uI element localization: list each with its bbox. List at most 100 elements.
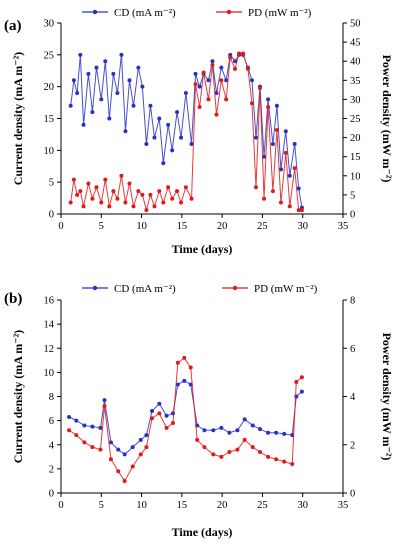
data-point bbox=[67, 428, 72, 433]
y-right-tick-label: 25 bbox=[350, 114, 361, 125]
data-point bbox=[115, 196, 120, 201]
data-point bbox=[274, 103, 279, 108]
data-point bbox=[287, 204, 292, 209]
data-point bbox=[242, 417, 247, 422]
data-point bbox=[219, 65, 224, 70]
data-point bbox=[170, 421, 175, 426]
data-point bbox=[179, 135, 184, 140]
y-axis-right-title: Power density (mW m⁻²) bbox=[380, 55, 394, 183]
x-tick-label: 5 bbox=[99, 221, 104, 232]
data-point bbox=[296, 208, 301, 213]
data-point bbox=[287, 173, 292, 178]
y-axis-right-title: Power density (mW m⁻²) bbox=[380, 333, 394, 461]
data-point bbox=[67, 415, 72, 420]
data-point bbox=[253, 135, 258, 140]
data-point bbox=[90, 196, 95, 201]
data-point bbox=[127, 181, 132, 186]
data-point bbox=[182, 378, 187, 383]
data-point bbox=[148, 103, 153, 108]
legend-item-pd: PD (mW m⁻²) bbox=[222, 283, 318, 295]
data-point bbox=[123, 129, 128, 134]
data-point bbox=[299, 208, 304, 213]
x-axis-title: Time (days) bbox=[172, 242, 233, 256]
y-right-tick-label: 10 bbox=[350, 171, 361, 182]
data-point bbox=[157, 116, 162, 121]
data-point bbox=[250, 445, 255, 450]
data-point bbox=[166, 122, 171, 127]
y-axis-left-title: Current density (mA m⁻²) bbox=[11, 52, 25, 185]
y-left-tick-label: 6 bbox=[49, 416, 54, 427]
panel-label: (a) bbox=[4, 18, 22, 34]
series-line bbox=[68, 357, 303, 482]
data-point bbox=[290, 462, 295, 467]
legend-swatch-marker bbox=[226, 9, 232, 15]
data-point bbox=[78, 52, 83, 57]
data-point bbox=[175, 382, 180, 387]
x-tick-label: 35 bbox=[338, 221, 349, 232]
y-left-tick-label: 30 bbox=[44, 19, 55, 30]
data-point bbox=[245, 66, 250, 71]
data-point bbox=[116, 447, 121, 452]
data-point bbox=[253, 185, 258, 190]
data-point bbox=[270, 141, 275, 146]
data-point bbox=[235, 428, 240, 433]
data-point bbox=[103, 59, 108, 64]
data-point bbox=[122, 452, 127, 457]
y-right-tick-label: 35 bbox=[350, 76, 361, 87]
data-point bbox=[164, 425, 169, 430]
data-point bbox=[107, 204, 112, 209]
data-point bbox=[237, 51, 242, 56]
y-left-tick-label: 15 bbox=[44, 114, 55, 125]
data-point bbox=[214, 112, 219, 117]
data-point bbox=[140, 84, 145, 89]
data-point bbox=[108, 457, 113, 462]
y-right-tick-label: 4 bbox=[350, 392, 356, 403]
x-tick-label: 30 bbox=[297, 500, 308, 511]
data-point bbox=[144, 445, 149, 450]
data-point bbox=[195, 437, 200, 442]
x-tick-label: 10 bbox=[136, 221, 147, 232]
data-point bbox=[278, 200, 283, 205]
y-right-tick-label: 45 bbox=[350, 38, 361, 49]
data-point bbox=[219, 425, 224, 430]
data-point bbox=[266, 454, 271, 459]
y-left-tick-label: 10 bbox=[44, 368, 55, 379]
data-point bbox=[98, 425, 103, 430]
panel-label: (b) bbox=[4, 291, 22, 307]
data-point bbox=[102, 404, 107, 409]
x-tick-label: 0 bbox=[58, 221, 63, 232]
legend-swatch-marker bbox=[92, 9, 98, 15]
data-point bbox=[292, 166, 297, 171]
legend-label: CD (mA m⁻²) bbox=[114, 7, 176, 19]
data-point bbox=[182, 355, 187, 360]
data-point bbox=[241, 51, 246, 56]
x-tick-label: 5 bbox=[99, 500, 104, 511]
y-axis-left-title: Current density (mA m⁻²) bbox=[11, 330, 25, 463]
data-point bbox=[74, 418, 79, 423]
y-left-tick-label: 16 bbox=[44, 296, 55, 307]
data-point bbox=[274, 457, 279, 462]
data-point bbox=[193, 71, 198, 76]
data-point bbox=[242, 437, 247, 442]
data-point bbox=[170, 196, 175, 201]
data-point bbox=[249, 101, 254, 106]
data-point bbox=[266, 97, 271, 102]
data-point bbox=[189, 141, 194, 146]
data-point bbox=[278, 167, 283, 172]
data-point bbox=[119, 173, 124, 178]
data-point bbox=[282, 431, 287, 436]
data-point bbox=[227, 449, 232, 454]
y-left-tick-label: 0 bbox=[49, 210, 54, 221]
x-tick-label: 25 bbox=[257, 500, 268, 511]
data-point bbox=[71, 78, 76, 83]
y-left-tick-label: 10 bbox=[44, 146, 55, 157]
data-point bbox=[250, 423, 255, 428]
data-point bbox=[299, 375, 304, 380]
data-point bbox=[227, 430, 232, 435]
data-point bbox=[211, 428, 216, 433]
data-point bbox=[98, 447, 103, 452]
y-left-tick-label: 4 bbox=[49, 440, 55, 451]
legend-label: PD (mW m⁻²) bbox=[254, 283, 318, 295]
data-point bbox=[144, 433, 149, 438]
